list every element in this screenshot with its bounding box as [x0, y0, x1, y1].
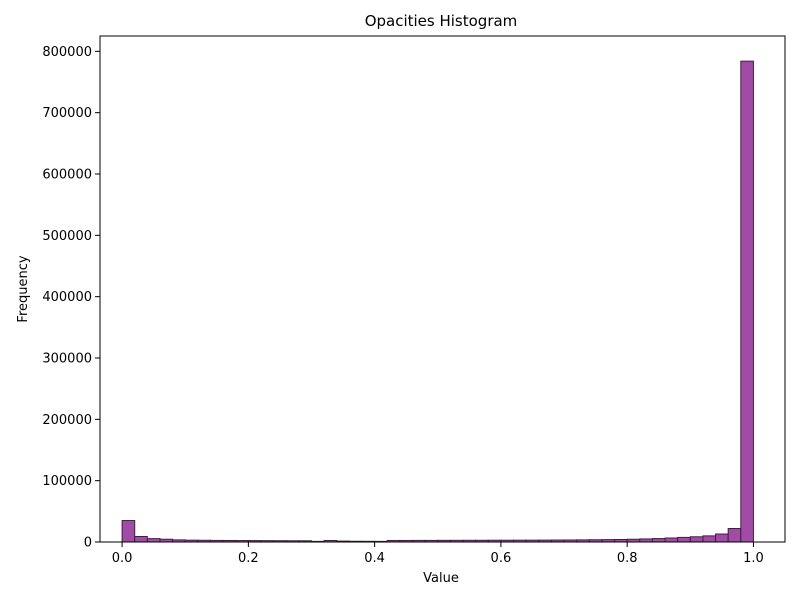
chart-title: Opacities Histogram	[365, 12, 518, 30]
plot-frame	[99, 35, 786, 543]
y-tick-label: 400000	[42, 290, 92, 305]
y-tick-label: 100000	[42, 474, 92, 489]
y-tick-label: 800000	[42, 45, 92, 60]
y-tick-label: 500000	[42, 229, 92, 244]
x-axis-label: Value	[423, 571, 459, 586]
y-tick-label: 600000	[42, 168, 92, 183]
x-tick-label: 0.0	[112, 551, 133, 566]
y-tick-label: 0	[84, 536, 92, 551]
y-axis: 0 100000 200000 300000 400000 500000 600000 700…	[42, 45, 100, 551]
x-axis: 0.0 0.2 0.4 0.6 0.8 1.0	[112, 542, 764, 566]
y-tick-label: 200000	[42, 413, 92, 428]
y-tick-label: 300000	[42, 352, 92, 367]
x-tick-label: 0.6	[491, 551, 512, 566]
y-axis-label: Frequency	[16, 255, 31, 322]
bars-group	[121, 60, 754, 543]
histogram-bar	[689, 536, 704, 543]
histogram-bar	[121, 520, 136, 543]
histogram-bar	[715, 533, 729, 543]
x-tick-label: 0.8	[617, 551, 638, 566]
y-tick-label: 700000	[42, 106, 92, 121]
histogram-bar	[146, 538, 161, 543]
histogram-bar	[702, 535, 717, 543]
x-tick-label: 0.2	[238, 551, 259, 566]
histogram-bar	[664, 537, 679, 543]
x-tick-label: 1.0	[743, 551, 764, 566]
x-tick-label: 0.4	[364, 551, 385, 566]
histogram-bar	[727, 528, 742, 543]
histogram-bar	[134, 535, 148, 543]
histogram-bar	[677, 536, 691, 543]
histogram-bar	[740, 60, 754, 543]
histogram-bar	[651, 538, 666, 543]
